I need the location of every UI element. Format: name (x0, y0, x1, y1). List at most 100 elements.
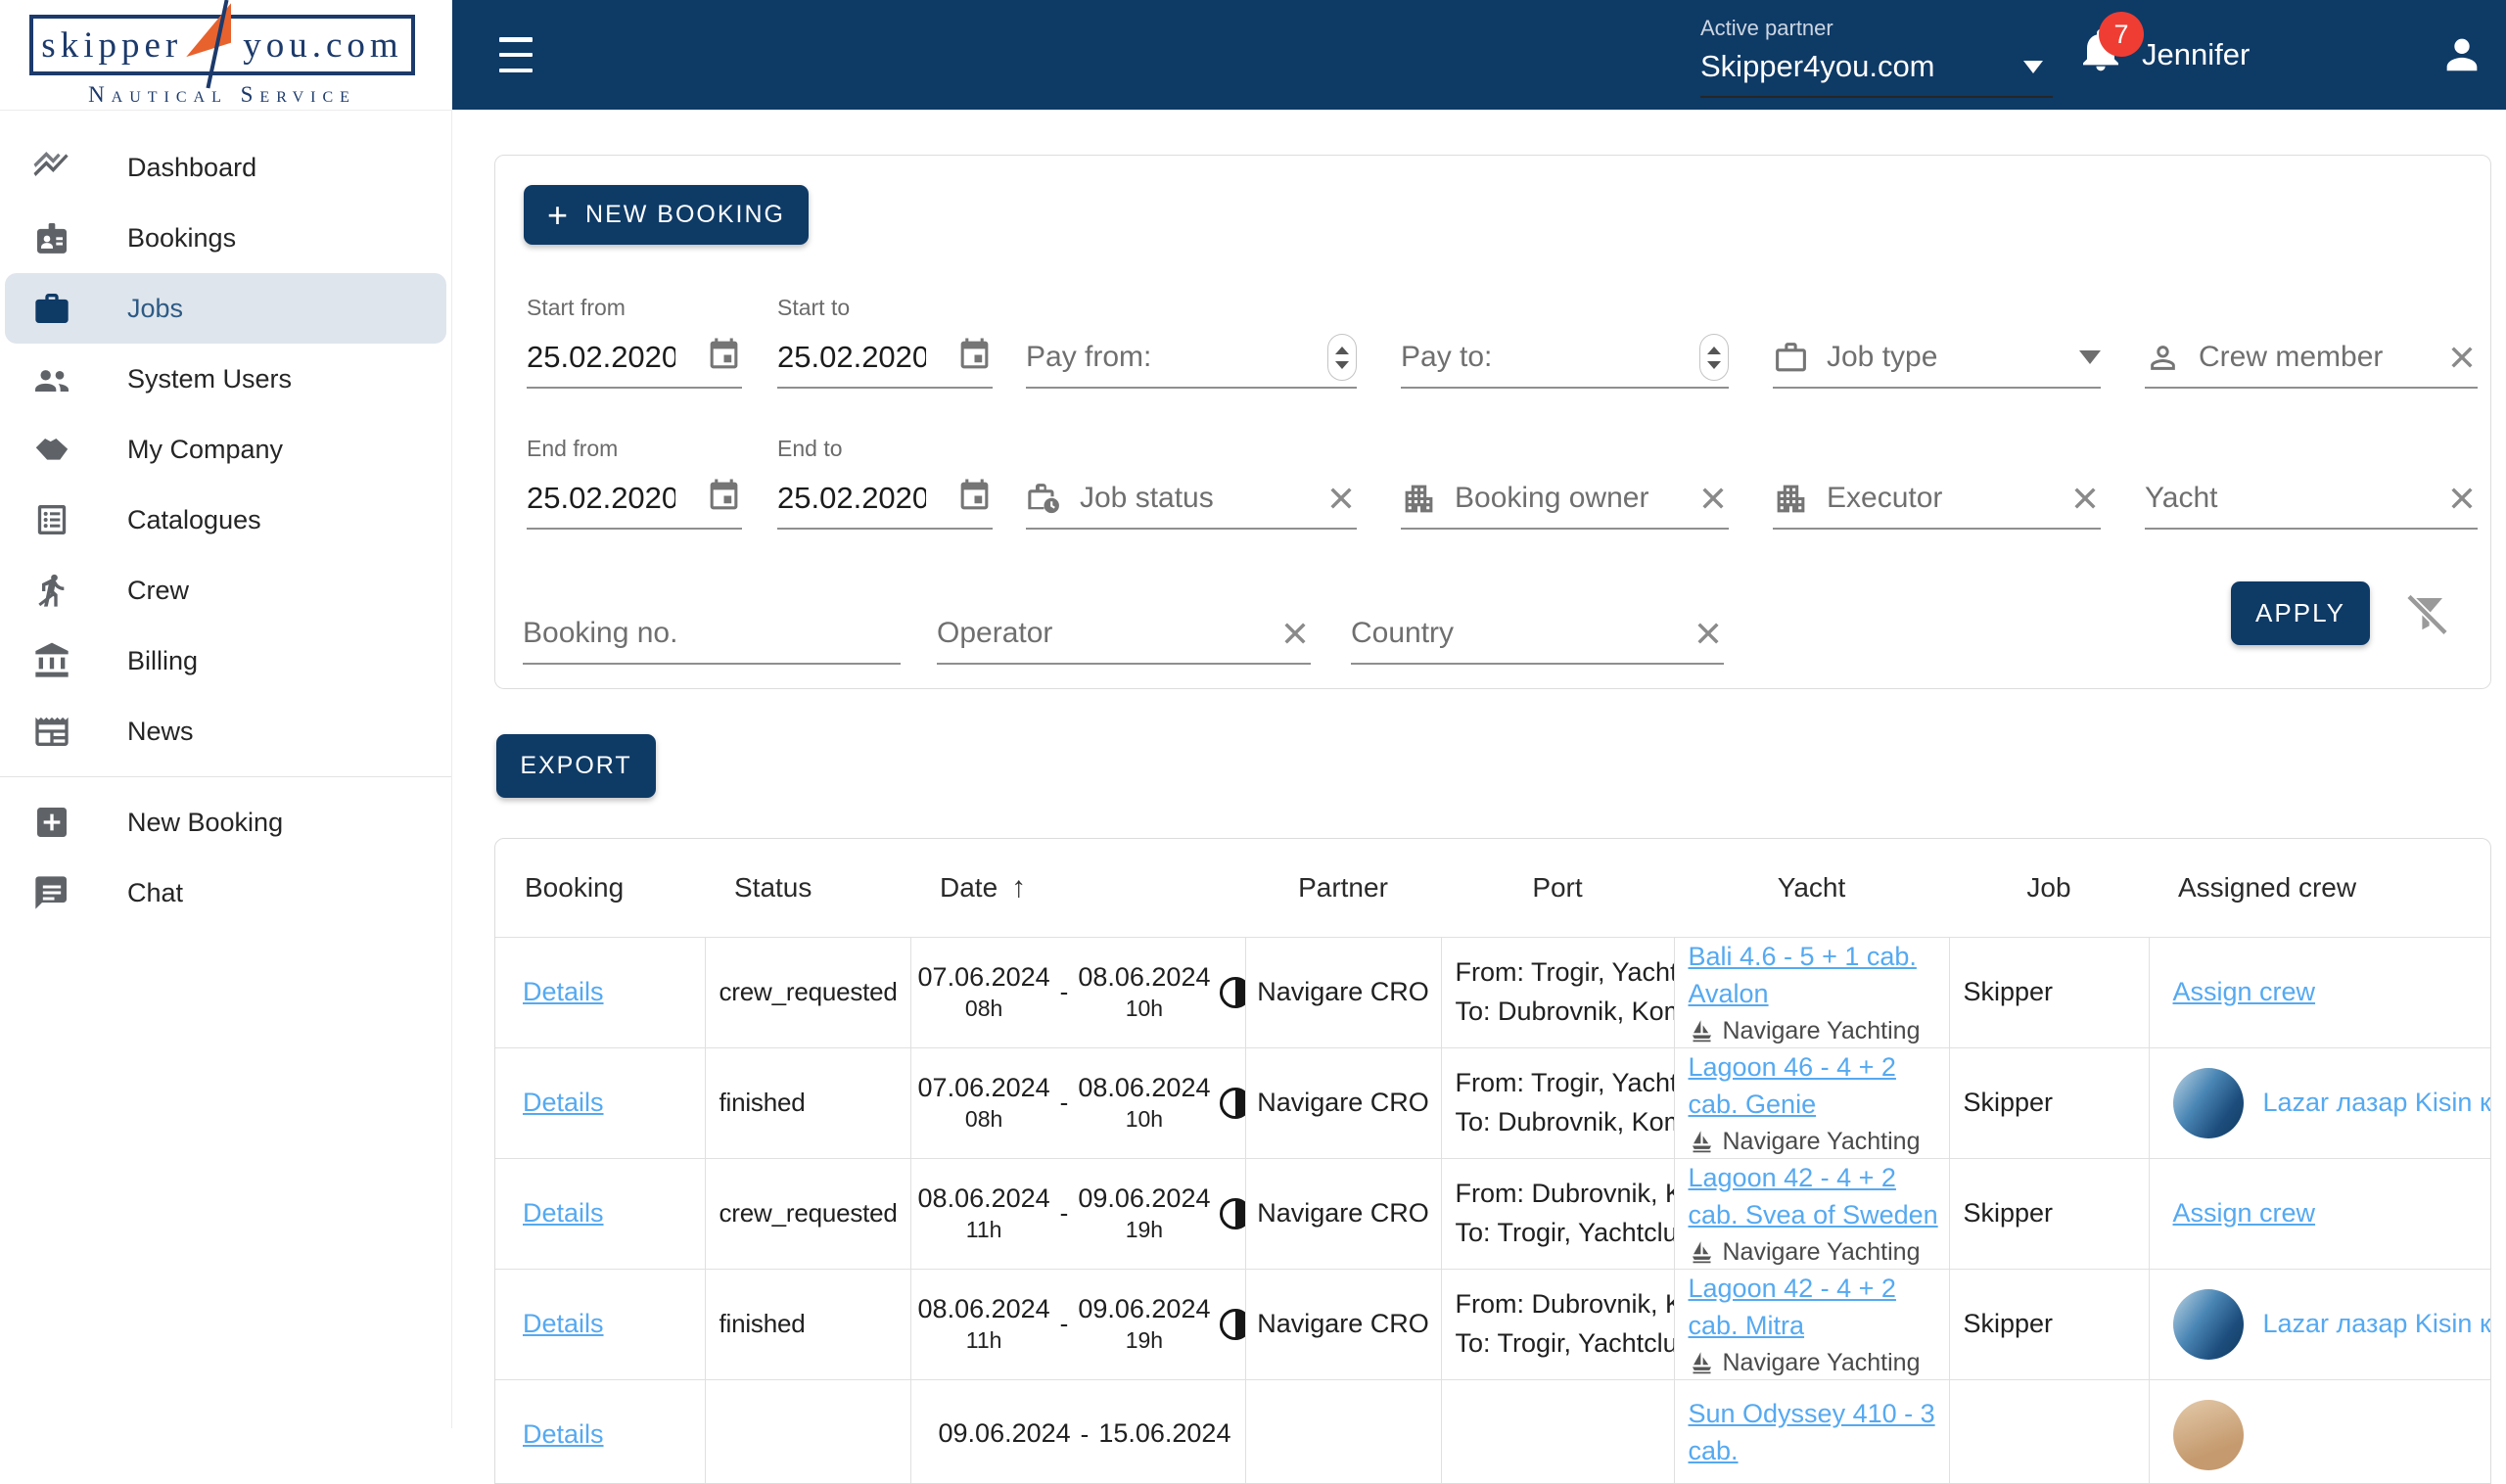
sidebar-item-crew[interactable]: Crew (0, 555, 451, 626)
partner-cell: Navigare CRO (1244, 1157, 1442, 1270)
new-booking-button[interactable]: NEW BOOKING (524, 185, 809, 245)
yacht-cell: Lagoon 42 - 4 + 2 cab. Mitra Navigare Ya… (1673, 1268, 1950, 1380)
table-row: Details crew_requested 08.06.2024 11h - 0… (495, 1157, 2490, 1270)
sidebar-item-news[interactable]: News (0, 696, 451, 766)
sidebar-item-jobs[interactable]: Jobs (5, 273, 446, 344)
sidebar-item-my-company[interactable]: My Company (0, 414, 451, 485)
start-from-field[interactable]: Start from 25.02.2020 (527, 295, 742, 389)
sidebar-item-label: Catalogues (127, 504, 261, 534)
assign-crew-link[interactable]: Assign crew (2172, 1198, 2316, 1228)
booking-owner-field[interactable]: Booking owner (1401, 436, 1729, 530)
yacht-link[interactable]: Sun Odyssey 410 - 3 cab. (1688, 1398, 1935, 1465)
yacht-link[interactable]: Bali 4.6 - 5 + 1 cab. Avalon (1688, 942, 1917, 1008)
end-from-field[interactable]: End from 25.02.2020 (527, 436, 742, 530)
crew-avatar[interactable] (2172, 1288, 2244, 1360)
export-button[interactable]: EXPORT (496, 734, 656, 798)
briefcase-icon (31, 288, 72, 329)
status-cell: crew_requested (704, 1157, 911, 1270)
yacht-link[interactable]: Lagoon 42 - 4 + 2 cab. Mitra (1688, 1274, 1896, 1340)
clear-icon[interactable] (2446, 342, 2478, 373)
yacht-link[interactable]: Lagoon 46 - 4 + 2 cab. Genie (1688, 1052, 1896, 1119)
end-to-field[interactable]: End to 25.02.2020 (777, 436, 993, 530)
filters-panel: NEW BOOKING Start from 25.02.2020 Start … (494, 155, 2491, 689)
col-date[interactable]: Date ↑ (910, 839, 1245, 938)
yacht-operator: Navigare Yachting (1689, 1017, 1943, 1045)
end-from-label: End from (527, 436, 619, 461)
crew-avatar[interactable] (2172, 1399, 2244, 1470)
job-cell (1948, 1378, 2150, 1483)
calendar-icon[interactable] (706, 337, 742, 378)
crew-name-link[interactable]: Lazar лазар Kisin кис (2262, 1088, 2491, 1117)
clear-icon[interactable] (2446, 483, 2478, 514)
details-link[interactable]: Details (523, 977, 604, 1006)
sidebar-item-dashboard[interactable]: Dashboard (0, 132, 451, 203)
start-to-value[interactable]: 25.02.2020 (777, 340, 926, 374)
port-cell: From: Trogir, Yacht To: Dubrovnik, Kom (1440, 1046, 1675, 1159)
calendar-icon[interactable] (956, 478, 993, 519)
pay-from-field[interactable]: Pay from: (1026, 295, 1357, 389)
sidebar-item-label: System Users (127, 363, 293, 394)
sort-asc-icon[interactable]: ↑ (1011, 870, 1027, 904)
start-to-field[interactable]: Start to 25.02.2020 (777, 295, 993, 389)
booking-no-label: Booking no. (523, 617, 678, 649)
details-link[interactable]: Details (523, 1419, 604, 1450)
date-cell: 08.06.2024 11h - 09.06.2024 19h (918, 1183, 1244, 1243)
number-stepper[interactable] (1327, 334, 1357, 381)
clear-icon[interactable] (1279, 618, 1311, 649)
clear-filters-icon[interactable] (2402, 590, 2449, 642)
country-field[interactable]: Country (1351, 586, 1724, 665)
yacht-cell: Sun Odyssey 410 - 3 cab. (1673, 1378, 1950, 1483)
operator-field[interactable]: Operator (937, 586, 1311, 665)
building-icon (1401, 481, 1437, 517)
clear-icon[interactable] (2069, 483, 2101, 514)
logo: skipper you.com Nautical Service (0, 0, 451, 111)
dashboard-icon (31, 147, 72, 188)
number-stepper[interactable] (1699, 334, 1729, 381)
menu-icon[interactable] (499, 37, 533, 72)
details-link[interactable]: Details (523, 1309, 604, 1338)
active-partner-select[interactable]: Active partner Skipper4you.com (1700, 12, 2053, 98)
crew-name-link[interactable]: Lazar лазар Kisin кис (2262, 1309, 2491, 1338)
yacht-label: Yacht (2145, 482, 2218, 514)
job-type-field[interactable]: Job type (1773, 295, 2101, 389)
pay-to-field[interactable]: Pay to: (1401, 295, 1729, 389)
notifications-button[interactable]: 7 (2077, 12, 2144, 82)
chevron-down-icon[interactable] (2079, 350, 2101, 364)
table-row: Details 09.06.2024 - 15.06.2024 Sun Odys… (495, 1378, 2490, 1483)
end-from-value[interactable]: 25.02.2020 (527, 481, 675, 515)
yacht-operator: Navigare Yachting (1689, 1128, 1943, 1156)
assigned-crew-cell: Assign crew (2148, 936, 2490, 1048)
calendar-icon[interactable] (706, 478, 742, 519)
jobs-table: Booking Status Date ↑ Partner Port Yacht … (495, 839, 2491, 1483)
sidebar-item-bookings[interactable]: Bookings (0, 203, 451, 273)
sidebar-item-billing[interactable]: Billing (0, 626, 451, 696)
apply-button[interactable]: APPLY (2231, 581, 2370, 645)
yacht-cell: Bali 4.6 - 5 + 1 cab. Avalon Navigare Ya… (1673, 936, 1950, 1048)
end-to-value[interactable]: 25.02.2020 (777, 481, 926, 515)
job-cell: Skipper (1948, 1157, 2150, 1270)
start-from-value[interactable]: 25.02.2020 (527, 340, 675, 374)
booking-no-field[interactable]: Booking no. (523, 586, 901, 665)
yacht-link[interactable]: Lagoon 42 - 4 + 2 cab. Svea of Sweden (1688, 1163, 1938, 1229)
job-status-field[interactable]: Job status (1026, 436, 1357, 530)
assign-crew-link[interactable]: Assign crew (2172, 977, 2316, 1006)
sidebar-item-new-booking[interactable]: New Booking (0, 787, 451, 858)
crew-member-field[interactable]: Crew member (2145, 295, 2478, 389)
clear-icon[interactable] (1697, 483, 1729, 514)
sidebar-item-chat[interactable]: Chat (0, 858, 451, 928)
sidebar-divider (0, 776, 451, 777)
status-cell (704, 1378, 911, 1483)
job-type-label: Job type (1827, 341, 1938, 373)
sidebar-item-system-users[interactable]: System Users (0, 344, 451, 414)
yacht-field[interactable]: Yacht (2145, 436, 2478, 530)
executor-field[interactable]: Executor (1773, 436, 2101, 530)
clear-icon[interactable] (1325, 483, 1357, 514)
details-link[interactable]: Details (523, 1198, 604, 1228)
account-button[interactable] (2439, 31, 2484, 81)
calendar-icon[interactable] (956, 337, 993, 378)
table-row: Details finished 07.06.2024 08h - 08.06.2… (495, 1046, 2491, 1159)
crew-avatar[interactable] (2172, 1067, 2244, 1138)
clear-icon[interactable] (1693, 618, 1724, 649)
details-link[interactable]: Details (523, 1088, 604, 1117)
sidebar-item-catalogues[interactable]: Catalogues (0, 485, 451, 555)
